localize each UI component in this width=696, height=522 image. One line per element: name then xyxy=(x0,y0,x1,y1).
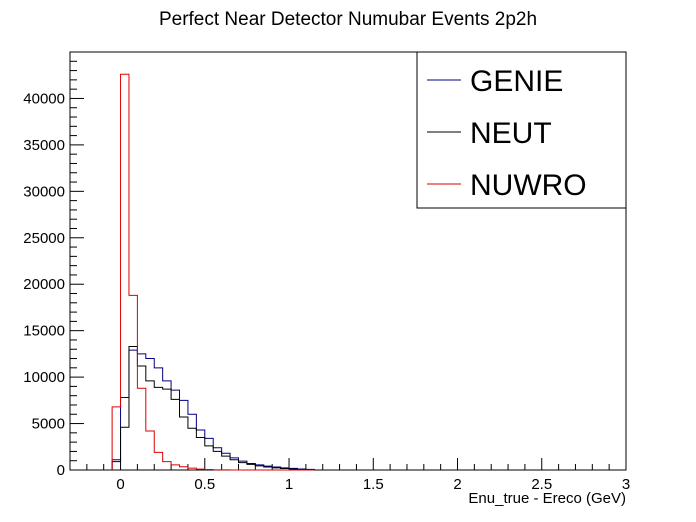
legend-label-neut: NEUT xyxy=(470,117,552,150)
x-tick-label: 2 xyxy=(453,476,461,493)
legend: GENIE NEUT NUWRO xyxy=(416,51,627,209)
x-tick-label: 0 xyxy=(116,476,124,493)
x-tick-label: 3 xyxy=(622,476,630,493)
x-tick-label: 2.5 xyxy=(531,476,552,493)
series-neut-line xyxy=(111,345,315,471)
y-tick-label: 25000 xyxy=(23,230,65,247)
x-tick-label: 1.5 xyxy=(363,476,384,493)
y-tick-label: 40000 xyxy=(23,90,65,107)
y-tick-label: 30000 xyxy=(23,183,65,200)
x-axis-ticks: 0 0.5 1 1.5 2 2.5 3 xyxy=(69,458,630,493)
histogram-series xyxy=(111,73,315,471)
x-axis-label: Enu_true - Ereco (GeV) xyxy=(468,490,626,507)
legend-label-nuwro: NUWRO xyxy=(470,169,587,202)
x-tick-label: 0.5 xyxy=(194,476,215,493)
series-genie-line xyxy=(111,349,315,470)
y-tick-label: 0 xyxy=(57,462,65,479)
legend-box xyxy=(416,51,627,209)
y-axis-ticks: 0 5000 10000 15000 20000 25000 30000 35000 40000 xyxy=(23,51,84,479)
x-tick-label: 1 xyxy=(285,476,293,493)
y-tick-label: 35000 xyxy=(23,137,65,154)
series-nuwro-line xyxy=(111,73,315,471)
y-tick-label: 15000 xyxy=(23,323,65,340)
y-tick-label: 20000 xyxy=(23,276,65,293)
plot-frame xyxy=(69,51,627,471)
chart-title: Perfect Near Detector Numubar Events 2p2… xyxy=(159,9,537,30)
y-tick-label: 10000 xyxy=(23,369,65,386)
y-tick-label: 5000 xyxy=(32,416,65,433)
legend-label-genie: GENIE xyxy=(470,65,563,98)
